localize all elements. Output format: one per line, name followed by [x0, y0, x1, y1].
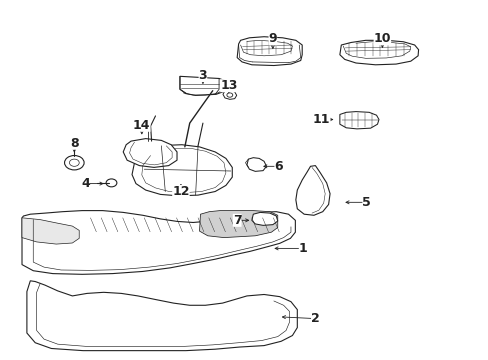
Text: 4: 4	[81, 177, 90, 190]
Polygon shape	[27, 281, 297, 351]
Polygon shape	[237, 37, 302, 66]
Text: 8: 8	[70, 137, 79, 150]
Text: 7: 7	[232, 214, 241, 227]
Text: 3: 3	[198, 69, 207, 82]
Polygon shape	[339, 40, 418, 65]
Polygon shape	[132, 145, 232, 196]
Polygon shape	[223, 91, 236, 99]
Text: 14: 14	[133, 119, 150, 132]
Polygon shape	[339, 112, 378, 129]
Text: 1: 1	[298, 242, 307, 255]
Text: 12: 12	[172, 185, 189, 198]
Polygon shape	[123, 139, 177, 167]
Text: 6: 6	[274, 160, 283, 173]
Polygon shape	[251, 212, 277, 225]
Text: 11: 11	[312, 113, 330, 126]
Polygon shape	[199, 211, 277, 238]
Text: 5: 5	[362, 196, 370, 209]
Text: 9: 9	[268, 32, 277, 45]
Polygon shape	[22, 218, 79, 244]
Polygon shape	[22, 211, 295, 274]
Polygon shape	[180, 76, 228, 95]
Text: 2: 2	[310, 312, 319, 325]
Text: 13: 13	[220, 79, 237, 92]
Text: 10: 10	[373, 32, 390, 45]
Polygon shape	[246, 158, 266, 171]
Polygon shape	[295, 166, 329, 215]
